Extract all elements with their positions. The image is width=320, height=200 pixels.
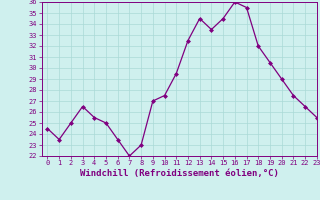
X-axis label: Windchill (Refroidissement éolien,°C): Windchill (Refroidissement éolien,°C): [80, 169, 279, 178]
